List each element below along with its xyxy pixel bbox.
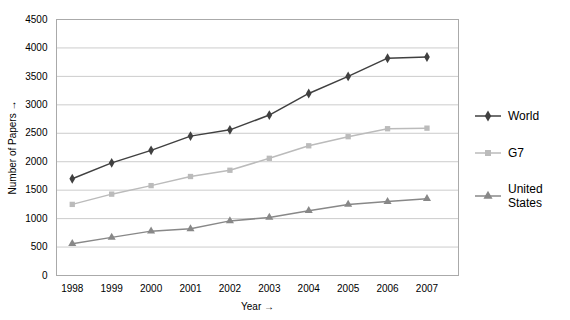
svg-text:1999: 1999 [101,283,124,294]
svg-text:2003: 2003 [258,283,281,294]
svg-text:0: 0 [42,270,48,281]
svg-text:2000: 2000 [140,283,163,294]
svg-text:3000: 3000 [25,99,48,110]
svg-text:1000: 1000 [25,213,48,224]
svg-text:2005: 2005 [337,283,360,294]
svg-text:3500: 3500 [25,71,48,82]
svg-text:4500: 4500 [25,14,48,25]
html-text:World: World [508,109,540,124]
svg-text:2004: 2004 [298,283,321,294]
svg-text:2002: 2002 [219,283,242,294]
svg-text:2007: 2007 [416,283,439,294]
svg-text:500: 500 [31,241,48,252]
html-text:United States: United States [508,182,543,211]
svg-text:4000: 4000 [25,42,48,53]
svg-text:2001: 2001 [179,283,202,294]
svg-text:1500: 1500 [25,184,48,195]
svg-text:Year →: Year → [241,301,274,312]
html-text:G7: G7 [508,145,524,160]
svg-text:Number of Papers →: Number of Papers → [7,101,18,195]
svg-text:2006: 2006 [376,283,399,294]
svg-text:2000: 2000 [25,156,48,167]
svg-text:2500: 2500 [25,127,48,138]
svg-text:1998: 1998 [61,283,84,294]
